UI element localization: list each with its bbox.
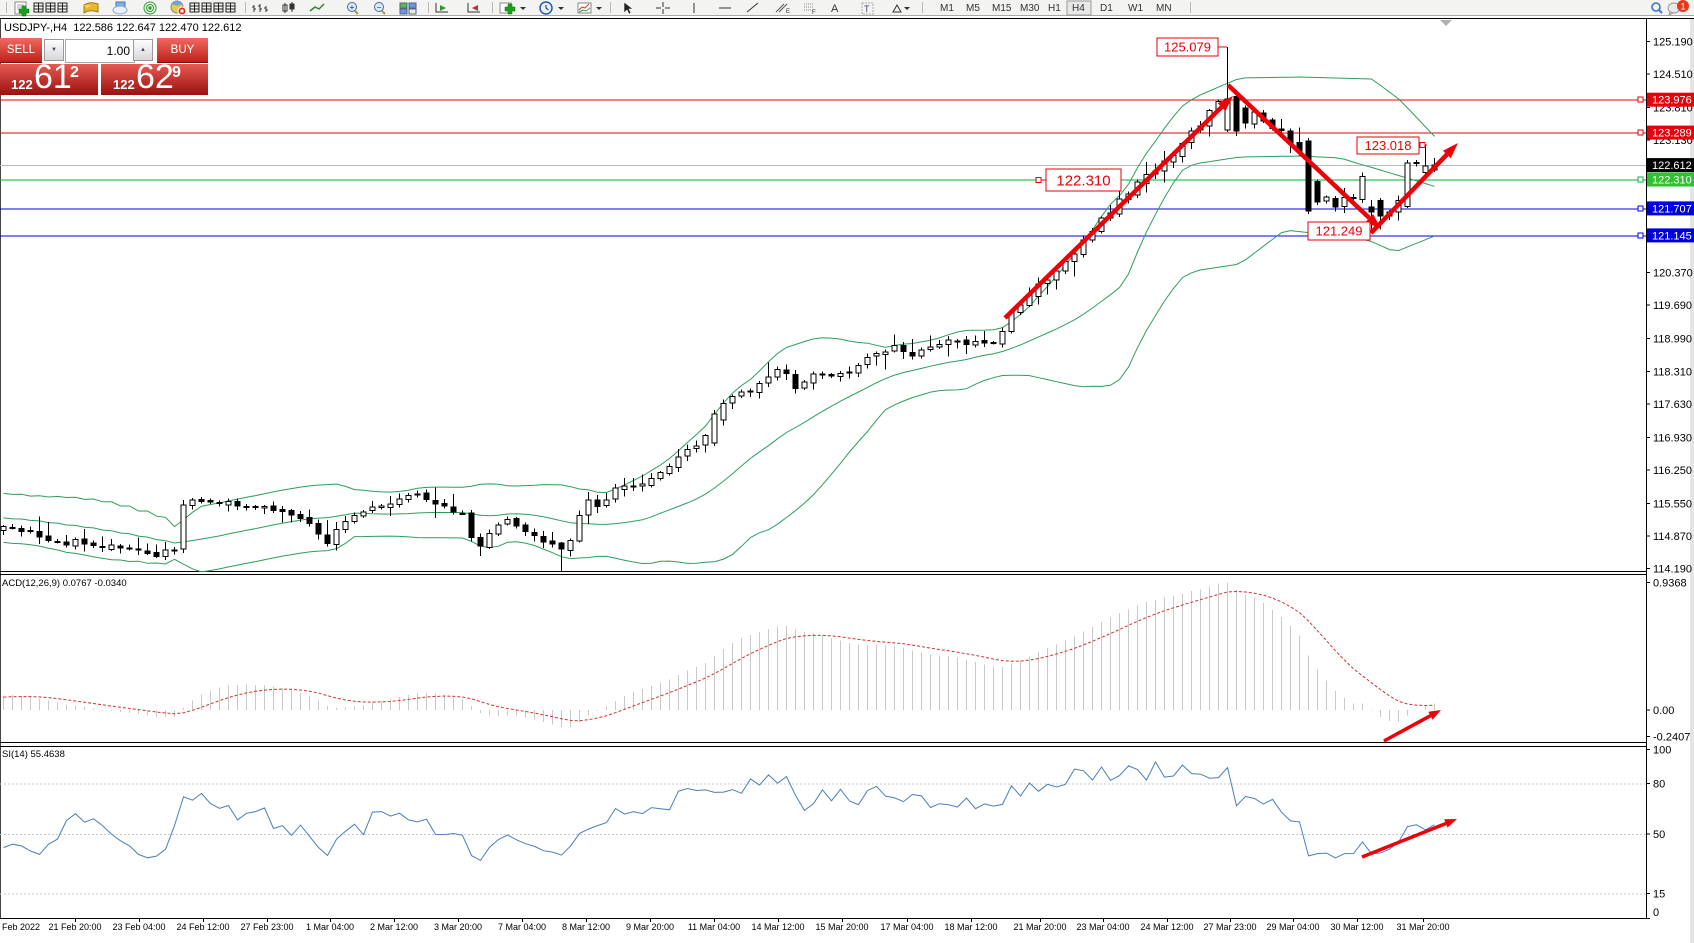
svg-text:Feb 2022: Feb 2022 — [2, 922, 40, 932]
svg-text:125.079: 125.079 — [1164, 40, 1211, 55]
svg-text:9 Mar 20:00: 9 Mar 20:00 — [626, 922, 674, 932]
svg-text:119.690: 119.690 — [1653, 300, 1692, 312]
svg-text:21 Feb 20:00: 21 Feb 20:00 — [48, 922, 101, 932]
svg-text:14 Mar 12:00: 14 Mar 12:00 — [751, 922, 804, 932]
svg-text:8 Mar 12:00: 8 Mar 12:00 — [562, 922, 610, 932]
svg-text:M30: M30 — [1020, 3, 1040, 14]
svg-text:114.870: 114.870 — [1653, 531, 1692, 543]
svg-text:−: − — [377, 3, 382, 12]
svg-text:1: 1 — [1680, 2, 1685, 12]
svg-text:122.310: 122.310 — [1056, 172, 1110, 189]
svg-text:E: E — [786, 9, 790, 15]
svg-text:121.707: 121.707 — [1652, 203, 1692, 215]
svg-text:31 Mar 20:00: 31 Mar 20:00 — [1396, 922, 1449, 932]
svg-text:123.289: 123.289 — [1652, 128, 1692, 140]
svg-text:15 Mar 20:00: 15 Mar 20:00 — [815, 922, 868, 932]
svg-text:ACD(12,26,9) 0.0767 -0.0340: ACD(12,26,9) 0.0767 -0.0340 — [2, 578, 127, 589]
svg-text:27 Mar 23:00: 27 Mar 23:00 — [1203, 922, 1256, 932]
svg-text:2 Mar 12:00: 2 Mar 12:00 — [370, 922, 418, 932]
svg-text:0: 0 — [1653, 907, 1659, 919]
svg-text:80: 80 — [1653, 778, 1665, 790]
svg-text:122.612: 122.612 — [1652, 160, 1692, 172]
svg-text:27 Feb 23:00: 27 Feb 23:00 — [240, 922, 293, 932]
svg-text:F: F — [812, 10, 816, 16]
svg-text:SI(14) 55.4638: SI(14) 55.4638 — [2, 749, 65, 760]
svg-text:17 Mar 04:00: 17 Mar 04:00 — [880, 922, 933, 932]
svg-text:121.249: 121.249 — [1316, 224, 1363, 239]
svg-text:15: 15 — [1653, 888, 1665, 900]
svg-text:USDJPY-,H4 122.586 122.647 12: USDJPY-,H4 122.586 122.647 122.470 122.6… — [4, 22, 242, 34]
svg-text:125.190: 125.190 — [1653, 37, 1693, 49]
svg-text:0.00: 0.00 — [1653, 705, 1674, 717]
svg-text:118.990: 118.990 — [1653, 334, 1692, 346]
svg-text:1 Mar 04:00: 1 Mar 04:00 — [306, 922, 354, 932]
svg-text:100: 100 — [1653, 744, 1671, 756]
svg-text:18 Mar 12:00: 18 Mar 12:00 — [944, 922, 997, 932]
svg-text:123.018: 123.018 — [1365, 138, 1412, 153]
svg-text:H1: H1 — [1048, 3, 1061, 14]
svg-text:29 Mar 04:00: 29 Mar 04:00 — [1266, 922, 1319, 932]
svg-text:116.250: 116.250 — [1653, 465, 1692, 477]
svg-text:117.630: 117.630 — [1653, 399, 1692, 411]
svg-text:T: T — [864, 4, 870, 14]
svg-text:122.310: 122.310 — [1652, 175, 1692, 187]
svg-text:7 Mar 04:00: 7 Mar 04:00 — [498, 922, 546, 932]
svg-text:M5: M5 — [966, 3, 980, 14]
svg-text:M1: M1 — [940, 3, 954, 14]
svg-text:23 Feb 04:00: 23 Feb 04:00 — [112, 922, 165, 932]
svg-text:120.370: 120.370 — [1653, 268, 1693, 280]
svg-text:11 Mar 04:00: 11 Mar 04:00 — [688, 922, 740, 932]
svg-text:A: A — [831, 3, 839, 15]
svg-text:118.310: 118.310 — [1653, 366, 1692, 378]
svg-text:24 Feb 12:00: 24 Feb 12:00 — [176, 922, 229, 932]
svg-text:23 Mar 04:00: 23 Mar 04:00 — [1076, 922, 1129, 932]
svg-text:121.145: 121.145 — [1652, 230, 1692, 242]
svg-text:MN: MN — [1156, 3, 1172, 14]
svg-text:30 Mar 12:00: 30 Mar 12:00 — [1330, 922, 1383, 932]
svg-text:M15: M15 — [992, 3, 1012, 14]
svg-text:+: + — [350, 3, 355, 12]
svg-text:124.510: 124.510 — [1653, 69, 1693, 81]
svg-text:0.9368: 0.9368 — [1653, 578, 1687, 590]
svg-text:114.190: 114.190 — [1653, 564, 1692, 576]
svg-text:-0.2407: -0.2407 — [1653, 732, 1690, 744]
svg-text:21 Mar 20:00: 21 Mar 20:00 — [1013, 922, 1066, 932]
svg-text:D1: D1 — [1100, 3, 1113, 14]
svg-text:115.550: 115.550 — [1653, 499, 1692, 511]
svg-text:123.976: 123.976 — [1652, 95, 1692, 107]
svg-text:50: 50 — [1653, 829, 1665, 841]
svg-text:H4: H4 — [1072, 3, 1085, 14]
svg-text:W1: W1 — [1128, 3, 1143, 14]
svg-text:116.930: 116.930 — [1653, 432, 1692, 444]
svg-text:24 Mar 12:00: 24 Mar 12:00 — [1140, 922, 1193, 932]
svg-text:3 Mar 20:00: 3 Mar 20:00 — [434, 922, 482, 932]
